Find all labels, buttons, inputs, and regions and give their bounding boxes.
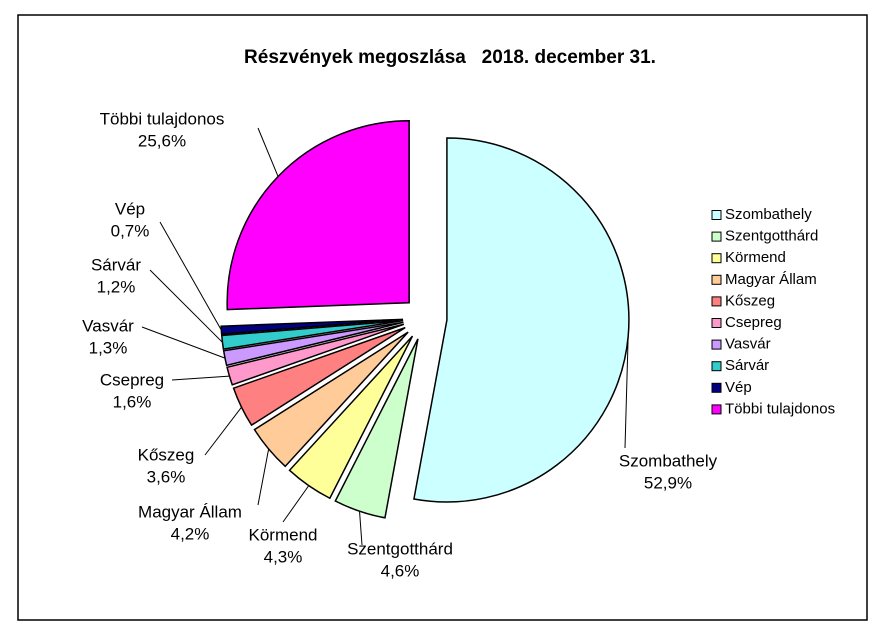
slice-value-label: 4,6% xyxy=(381,561,420,580)
slice-label: Sárvár xyxy=(91,255,141,274)
legend-label: Szombathely xyxy=(725,206,812,223)
legend-swatch xyxy=(711,296,722,307)
legend-label: Csepreg xyxy=(725,314,782,331)
slice-label: Vasvár xyxy=(82,316,134,335)
legend-swatch xyxy=(711,210,722,220)
chart-frame xyxy=(17,14,868,621)
slice-value-label: 3,6% xyxy=(147,467,186,486)
pie-slice xyxy=(334,338,419,519)
slice-value-label: 4,2% xyxy=(171,524,210,543)
leader-line xyxy=(149,269,223,343)
leader-line xyxy=(359,511,363,546)
legend-label: Többi tulajdonos xyxy=(725,400,835,417)
leader-line xyxy=(257,448,270,506)
legend-label: Szentgotthárd xyxy=(725,228,818,245)
legend-swatch xyxy=(711,231,722,242)
slice-label: Vép xyxy=(115,199,145,218)
legend-swatch xyxy=(711,253,722,264)
slice-label: Szentgotthárd xyxy=(347,539,453,558)
slice-label: Szombathely xyxy=(619,451,718,470)
slice-label: Csepreg xyxy=(100,370,164,389)
legend-label: Sárvár xyxy=(725,357,769,374)
slice-value-label: 1,6% xyxy=(113,392,152,411)
legend-swatch xyxy=(711,404,722,415)
slice-label: Többi tulajdonos xyxy=(100,109,225,128)
legend-label: Vép xyxy=(725,379,752,396)
leader-line xyxy=(159,221,222,331)
slice-value-label: 0,7% xyxy=(111,221,150,240)
chart-title: Részvények megoszlása 2018. december 31. xyxy=(244,47,656,68)
legend-swatch xyxy=(711,318,722,328)
pie-slice xyxy=(253,331,409,468)
pie-slice xyxy=(220,318,404,335)
legend-label: Magyar Állam xyxy=(725,271,817,288)
legend-swatch xyxy=(711,274,722,285)
slice-label: Kőszeg xyxy=(138,445,195,464)
leader-line xyxy=(141,326,226,359)
leader-line xyxy=(171,375,230,381)
legend-label: Kőszeg xyxy=(725,292,775,309)
leader-line xyxy=(204,406,242,456)
pie-slice xyxy=(288,335,414,500)
slice-label: Körmend xyxy=(249,525,318,544)
legend-swatch xyxy=(711,361,722,372)
pie-slice xyxy=(226,323,405,386)
slice-value-label: 52,9% xyxy=(644,473,692,492)
pie-slice xyxy=(222,321,404,367)
slice-value-label: 1,3% xyxy=(89,338,128,357)
legend-label: Vasvár xyxy=(725,336,771,353)
slice-value-label: 1,2% xyxy=(97,277,136,296)
pie-slice xyxy=(226,119,410,311)
legend-label: Körmend xyxy=(725,249,786,266)
legend-swatch xyxy=(711,339,722,350)
leader-line xyxy=(282,485,310,523)
legend-swatch xyxy=(711,382,722,393)
leader-line xyxy=(257,127,279,177)
slice-label: Magyar Állam xyxy=(138,502,242,521)
slice-value-label: 25,6% xyxy=(138,131,186,150)
slice-value-label: 4,3% xyxy=(264,547,303,566)
leader-line xyxy=(624,336,629,449)
